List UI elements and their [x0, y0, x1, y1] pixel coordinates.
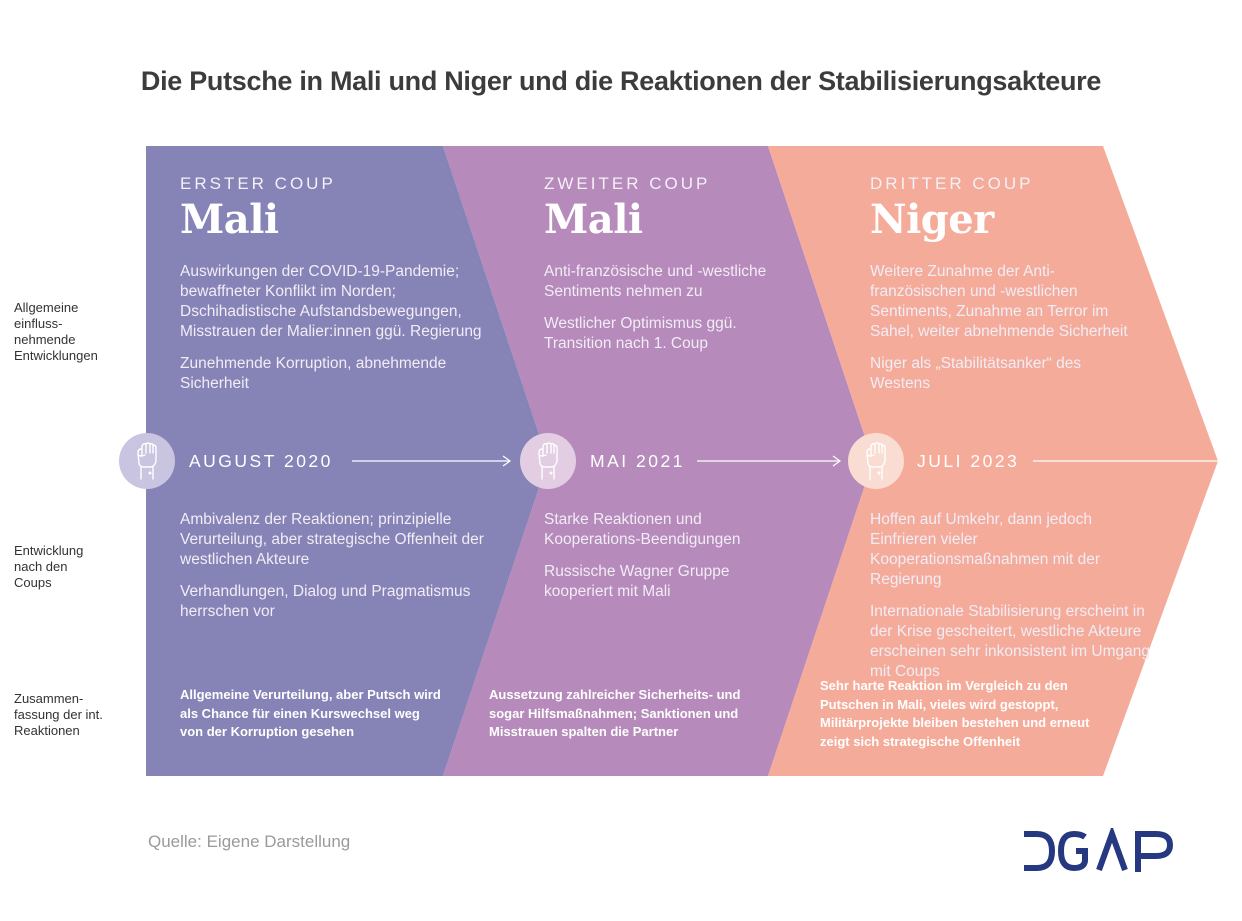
coup-country: Mali: [180, 196, 279, 243]
development-text: Zunehmende Korruption, abnehmende Sicher…: [180, 355, 447, 392]
raised-fist-icon: [520, 433, 576, 489]
development-text: Weitere Zunahme der Anti-französischen u…: [870, 263, 1128, 340]
after-first-coup: Ambivalenz der Reaktionen; prinzipielle …: [180, 510, 485, 634]
coup-kicker: ZWEITER COUP: [544, 174, 711, 193]
development-text: Niger als „Stabilitätsanker“ des Westens: [870, 355, 1082, 392]
band-second-coup: [443, 146, 873, 776]
summary-third-coup: Sehr harte Reaktion im Vergleich zu den …: [820, 678, 1090, 749]
after-text: Russische Wagner Gruppe kooperiert mit M…: [544, 563, 730, 600]
summary-second-coup: Aussetzung zahlreicher Sicherheits- und …: [489, 687, 741, 739]
after-text: Internationale Stabilisierung erscheint …: [870, 603, 1150, 680]
after-text: Hoffen auf Umkehr, dann jedoch Einfriere…: [870, 511, 1101, 588]
date-label: MAI 2021: [590, 451, 685, 471]
band-third-coup: [768, 146, 1218, 776]
date-label: AUGUST 2020: [189, 451, 333, 471]
raised-fist-icon: [848, 433, 904, 489]
development-text: Anti-französische und -westliche Sentime…: [544, 263, 767, 300]
row-label-after-coups: Entwicklung nach den Coups: [14, 543, 84, 590]
coup-country: Niger: [870, 196, 994, 243]
after-second-coup: Starke Reaktionen und Kooperations-Beend…: [544, 510, 794, 614]
column-third-coup: DRITTER COUP Niger Weitere Zunahme der A…: [870, 174, 1140, 406]
after-text: Verhandlungen, Dialog und Pragmatismus h…: [180, 583, 471, 620]
column-second-coup: ZWEITER COUP Mali Anti-französische und …: [544, 174, 789, 366]
development-text: Westlicher Optimismus ggü. Transition na…: [544, 315, 737, 352]
band-first-coup: [146, 146, 548, 776]
after-text: Starke Reaktionen und Kooperations-Beend…: [544, 511, 741, 548]
after-text: Ambivalenz der Reaktionen; prinzipielle …: [180, 511, 484, 568]
summary-first-coup: Allgemeine Verurteilung, aber Putsch wir…: [180, 687, 441, 739]
dgap-logo: [1021, 825, 1177, 878]
column-first-coup: ERSTER COUP Mali Auswirkungen der COVID-…: [180, 174, 485, 406]
row-label-summary: Zusammen- fassung der int. Reaktionen: [14, 691, 103, 738]
source-note: Quelle: Eigene Darstellung: [148, 832, 351, 851]
page-title: Die Putsche in Mali und Niger und die Re…: [140, 66, 1102, 96]
coup-kicker: ERSTER COUP: [180, 174, 336, 193]
row-label-developments: Allgemeine einfluss- nehmende Entwicklun…: [14, 300, 98, 363]
coup-country: Mali: [544, 196, 643, 243]
after-third-coup: Hoffen auf Umkehr, dann jedoch Einfriere…: [870, 510, 1150, 694]
development-text: Auswirkungen der COVID-19-Pandemie; bewa…: [180, 263, 482, 340]
raised-fist-icon: [119, 433, 175, 489]
date-label: JULI 2023: [917, 451, 1020, 471]
coup-kicker: DRITTER COUP: [870, 174, 1034, 193]
